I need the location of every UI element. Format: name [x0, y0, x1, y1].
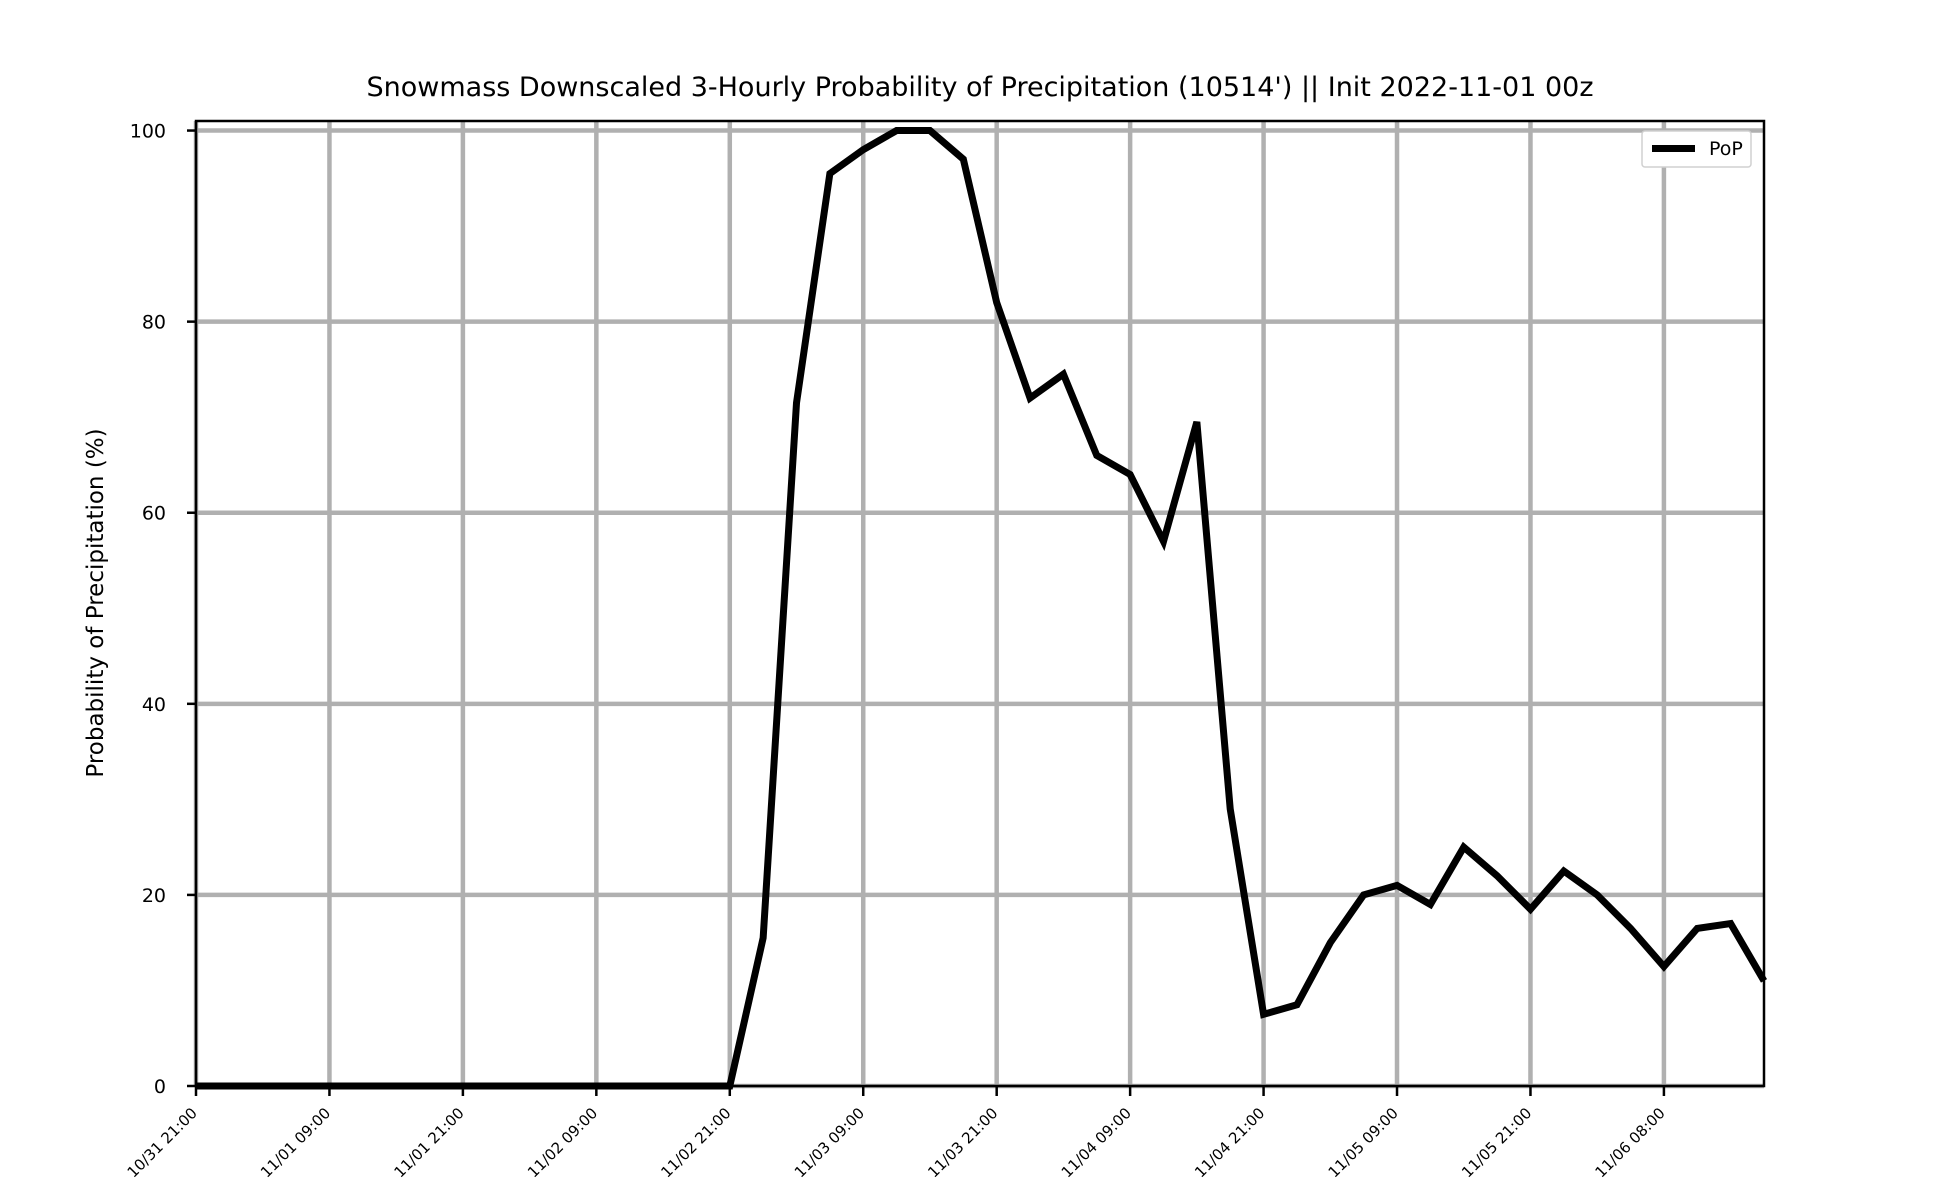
y-tick-label: 60: [142, 503, 166, 525]
grid: [193, 121, 1764, 1089]
legend-box: [1641, 130, 1752, 168]
y-tick-label: 20: [142, 885, 166, 907]
axes-frame: [194, 119, 1766, 1088]
legend: PoP: [1641, 130, 1752, 168]
y-tick-label: 40: [142, 694, 166, 716]
y-axis-label: Probability of Precipitation (%): [83, 428, 109, 777]
y-tick-label: 0: [154, 1076, 166, 1098]
chart-title: Snowmass Downscaled 3-Hourly Probability…: [367, 72, 1594, 103]
y-tick-label: 80: [142, 312, 166, 334]
legend-label-pop: PoP: [1709, 138, 1743, 160]
y-tick-label: 100: [130, 121, 166, 143]
